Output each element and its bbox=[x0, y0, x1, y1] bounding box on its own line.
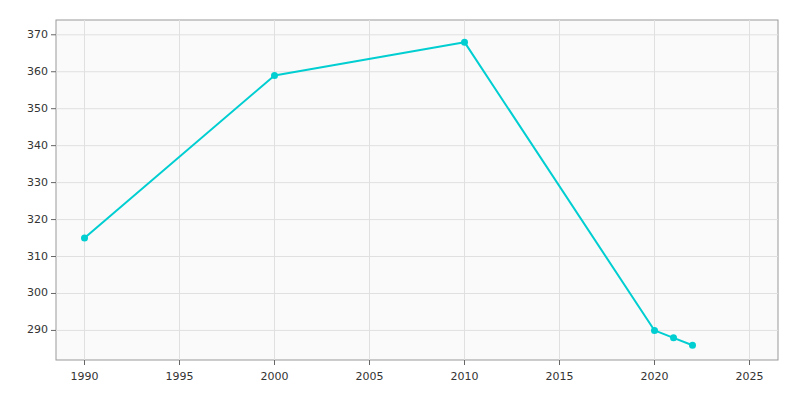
tick-label-y: 360 bbox=[27, 65, 48, 78]
marker bbox=[271, 72, 278, 79]
grid-line-x bbox=[559, 20, 560, 360]
tick-y bbox=[51, 108, 56, 109]
tick-label-y: 290 bbox=[27, 323, 48, 336]
grid-line-x bbox=[369, 20, 370, 360]
grid-line-y bbox=[56, 108, 778, 109]
tick-label-y: 310 bbox=[27, 250, 48, 263]
axes: 290 300 310 320 330 340 350 360 370 1990 1995 2000 2… bbox=[27, 20, 778, 383]
grid-line-y bbox=[56, 330, 778, 331]
tick-label-y: 370 bbox=[27, 28, 48, 41]
tick-label-x: 1990 bbox=[71, 370, 99, 383]
grid-line-x bbox=[464, 20, 465, 360]
grid-line-y bbox=[56, 219, 778, 220]
grid-line-x bbox=[654, 20, 655, 360]
tick-label-y: 320 bbox=[27, 213, 48, 226]
tick-y bbox=[51, 293, 56, 294]
tick-y bbox=[51, 330, 56, 331]
marker bbox=[689, 342, 696, 349]
grid-line-y bbox=[56, 145, 778, 146]
tick-x bbox=[369, 360, 370, 365]
tick-x bbox=[654, 360, 655, 365]
tick-label-x: 2020 bbox=[641, 370, 669, 383]
grid-line-y bbox=[56, 256, 778, 257]
marker bbox=[670, 334, 677, 341]
tick-label-y: 350 bbox=[27, 102, 48, 115]
tick-label-y: 300 bbox=[27, 286, 48, 299]
tick-label-x: 2005 bbox=[356, 370, 384, 383]
tick-y bbox=[51, 182, 56, 183]
grid-line-y bbox=[56, 182, 778, 183]
tick-y bbox=[51, 34, 56, 35]
chart-root: 290 300 310 320 330 340 350 360 370 1990 1995 2000 2… bbox=[0, 0, 800, 400]
tick-x bbox=[179, 360, 180, 365]
grid-line-x bbox=[84, 20, 85, 360]
grid-line-y bbox=[56, 34, 778, 35]
marker bbox=[81, 235, 88, 242]
tick-label-x: 2000 bbox=[261, 370, 289, 383]
grid-line-y bbox=[56, 71, 778, 72]
tick-y bbox=[51, 71, 56, 72]
tick-label-x: 2025 bbox=[736, 370, 764, 383]
tick-label-y: 340 bbox=[27, 139, 48, 152]
data bbox=[81, 39, 696, 349]
grid-line-y bbox=[56, 293, 778, 294]
tick-y bbox=[51, 256, 56, 257]
tick-label-x: 1995 bbox=[166, 370, 194, 383]
tick-label-x: 2010 bbox=[451, 370, 479, 383]
marker bbox=[461, 39, 468, 46]
tick-label-x: 2015 bbox=[546, 370, 574, 383]
tick-y bbox=[51, 145, 56, 146]
marker bbox=[651, 327, 658, 334]
tick-x bbox=[464, 360, 465, 365]
grid-line-x bbox=[179, 20, 180, 360]
tick-x bbox=[559, 360, 560, 365]
chart: 290 300 310 320 330 340 350 360 370 1990 1995 2000 2… bbox=[0, 0, 800, 400]
tick-x bbox=[274, 360, 275, 365]
tick-x bbox=[84, 360, 85, 365]
tick-y bbox=[51, 219, 56, 220]
grid-line-x bbox=[749, 20, 750, 360]
grid-line-x bbox=[274, 20, 275, 360]
plot-frame bbox=[56, 20, 778, 360]
line bbox=[85, 42, 693, 345]
tick-label-y: 330 bbox=[27, 176, 48, 189]
tick-x bbox=[749, 360, 750, 365]
